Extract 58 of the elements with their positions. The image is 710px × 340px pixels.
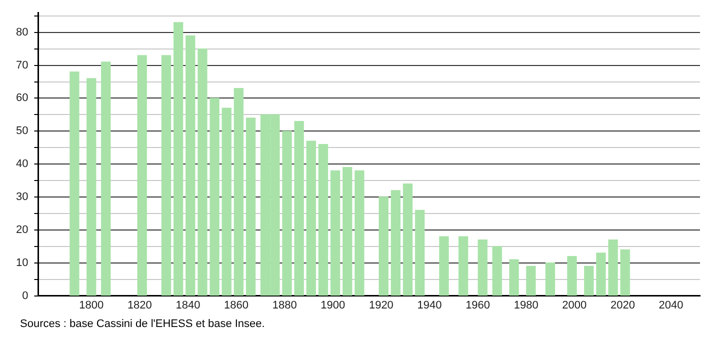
x-tick-label: 1840 bbox=[176, 299, 200, 312]
bar bbox=[161, 55, 172, 296]
bar bbox=[282, 130, 292, 296]
bar bbox=[222, 108, 232, 296]
bar bbox=[620, 249, 630, 296]
x-tick-label: 1820 bbox=[127, 299, 152, 312]
y-tick-label: 70 bbox=[16, 59, 28, 72]
bar bbox=[596, 252, 606, 296]
y-tick-label: 30 bbox=[16, 191, 28, 204]
x-tick-label: 1980 bbox=[514, 299, 538, 312]
bar bbox=[137, 55, 147, 296]
bar bbox=[246, 118, 256, 296]
source-note: Sources : base Cassini de l'EHESS et base Insee. bbox=[20, 318, 265, 330]
bar bbox=[294, 120, 304, 296]
bar bbox=[509, 259, 519, 296]
bar bbox=[198, 48, 208, 296]
x-tick-label: 1880 bbox=[272, 299, 297, 312]
bar bbox=[415, 210, 425, 296]
bar bbox=[567, 256, 577, 296]
bar bbox=[584, 266, 594, 296]
bar bbox=[390, 190, 401, 296]
bar bbox=[378, 196, 388, 296]
y-tick-label: 10 bbox=[16, 256, 28, 269]
bar bbox=[439, 236, 449, 296]
x-tick-label: 1920 bbox=[368, 299, 394, 312]
bar bbox=[306, 140, 316, 296]
x-tick-label: 1860 bbox=[224, 299, 249, 312]
bar bbox=[545, 262, 556, 296]
y-tick-label: 0 bbox=[22, 290, 28, 302]
y-tick-label: 50 bbox=[16, 125, 28, 138]
bar bbox=[210, 98, 220, 296]
y-tick-label: 20 bbox=[16, 224, 28, 236]
bar bbox=[101, 62, 111, 296]
x-tick-label: 2000 bbox=[562, 299, 587, 312]
x-tick-label: 2040 bbox=[658, 299, 684, 312]
bar bbox=[478, 239, 488, 296]
bar bbox=[342, 167, 352, 296]
bar bbox=[354, 170, 364, 296]
bar bbox=[458, 236, 468, 296]
bar bbox=[234, 88, 244, 296]
bar bbox=[70, 72, 80, 296]
bar bbox=[492, 246, 502, 296]
x-tick-label: 1940 bbox=[417, 299, 442, 312]
x-tick-label: 2020 bbox=[610, 299, 635, 312]
bar bbox=[173, 22, 184, 296]
y-tick-label: 60 bbox=[16, 92, 28, 104]
x-tick-label: 1960 bbox=[466, 299, 490, 312]
bar bbox=[330, 170, 340, 296]
y-tick-label: 80 bbox=[16, 26, 28, 38]
x-tick-label: 1800 bbox=[79, 299, 104, 312]
bar bbox=[86, 78, 96, 296]
bar bbox=[318, 144, 328, 296]
bar bbox=[526, 266, 536, 296]
bar bbox=[402, 184, 413, 296]
bar bbox=[608, 239, 618, 296]
y-tick-label: 40 bbox=[16, 158, 28, 170]
x-tick-label: 1900 bbox=[320, 299, 346, 312]
bar bbox=[186, 35, 196, 296]
